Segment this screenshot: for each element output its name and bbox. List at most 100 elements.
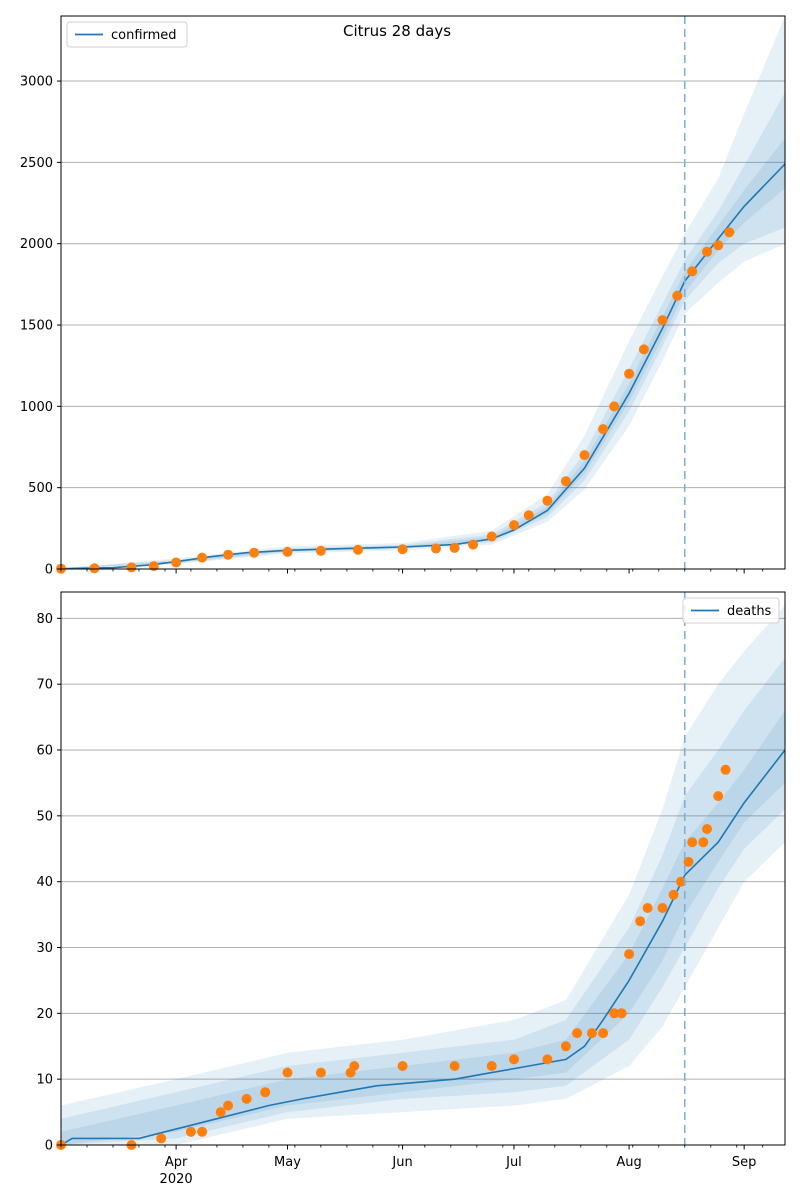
observed-point (197, 1126, 208, 1137)
observed-point (683, 856, 694, 867)
confirmed-panel: 0 500 1000 1500 2000 2500 3000 confirmed Citru… (20, 15, 786, 578)
observed-point (624, 949, 635, 960)
observed-point (353, 544, 363, 555)
deaths-observed-points (56, 764, 731, 1150)
confirmed-legend: confirmed (66, 21, 188, 48)
y-tick-label: 0 (45, 1139, 53, 1154)
observed-point (431, 543, 441, 554)
observed-point (638, 344, 649, 355)
observed-point (713, 791, 724, 802)
y-tick-label: 60 (36, 744, 53, 759)
observed-point (657, 315, 668, 326)
observed-point (156, 1133, 167, 1144)
observed-point (698, 837, 709, 848)
observed-point (598, 1028, 609, 1039)
observed-point (89, 563, 100, 574)
observed-point (349, 1061, 360, 1071)
x-tick-label: Jun (391, 1155, 412, 1170)
y-tick-label: 50 (36, 809, 53, 824)
y-tick-label: 500 (28, 481, 53, 496)
observed-point (315, 1067, 326, 1078)
observed-point (579, 450, 590, 461)
deaths-grid (61, 617, 785, 1146)
legend-label: confirmed (111, 28, 177, 43)
observed-point (215, 1107, 226, 1118)
y-tick-label: 80 (36, 612, 53, 627)
observed-point (315, 545, 326, 556)
observed-point (542, 495, 553, 506)
observed-point (171, 557, 182, 568)
observed-point (282, 1067, 293, 1078)
observed-point (687, 837, 698, 848)
y-tick-label: 1500 (20, 319, 53, 334)
uncertainty-band (61, 92, 785, 570)
observed-point (560, 476, 571, 487)
uncertainty-band (61, 657, 785, 1145)
y-tick-label: 70 (36, 678, 53, 693)
model-line (60, 749, 786, 1146)
observed-point (397, 1061, 408, 1071)
observed-point (724, 227, 735, 238)
observed-point (449, 542, 460, 553)
x-tick-sublabel: 2020 (160, 1172, 193, 1187)
observed-point (572, 1028, 583, 1039)
x-tick-label: Aug (616, 1155, 641, 1170)
observed-point (260, 1087, 271, 1098)
observed-point (185, 1126, 196, 1137)
observed-point (668, 889, 679, 900)
x-tick-label: May (274, 1155, 301, 1170)
y-tick-label: 30 (36, 941, 53, 956)
chart-title: Citrus 28 days (343, 22, 451, 40)
deaths-legend: deaths (682, 597, 780, 624)
deaths-y-axis: 0 10 20 30 40 50 60 70 80 (36, 612, 61, 1154)
observed-point (197, 552, 208, 563)
observed-point (523, 510, 534, 521)
confirmed-y-axis: 0 500 1000 1500 2000 2500 3000 (20, 75, 61, 578)
confirmed-x-axis (60, 569, 764, 574)
legend-box (682, 597, 780, 624)
observed-point (249, 547, 260, 558)
observed-point (486, 1061, 497, 1071)
observed-point (702, 246, 712, 257)
observed-point (560, 1041, 571, 1052)
uncertainty-band (61, 605, 785, 1145)
observed-point (720, 764, 731, 775)
observed-point (397, 544, 408, 555)
observed-point (702, 824, 712, 834)
observed-point (713, 240, 724, 251)
observed-point (687, 266, 698, 277)
observed-point (126, 562, 137, 573)
legend-label: deaths (727, 604, 772, 619)
y-tick-label: 2500 (20, 156, 53, 171)
y-tick-label: 10 (36, 1073, 53, 1088)
confirmed-axes-frame (60, 15, 786, 570)
deaths-axes-frame (60, 591, 786, 1146)
observed-point (657, 903, 668, 913)
deaths-x-axis: Apr 2020 May Jun Jul Aug Sep (60, 1145, 764, 1187)
y-tick-label: 2000 (20, 237, 53, 252)
observed-point (486, 531, 497, 542)
observed-point (223, 1100, 234, 1111)
observed-point (148, 561, 159, 572)
observed-point (624, 368, 635, 379)
observed-point (598, 424, 609, 435)
x-tick-label: Jul (505, 1155, 522, 1170)
observed-point (635, 916, 646, 927)
observed-point (672, 290, 683, 301)
deaths-model-line-group (60, 749, 786, 1146)
observed-point (642, 903, 653, 913)
observed-point (223, 549, 234, 560)
x-tick-label: Apr (165, 1155, 188, 1170)
observed-point (616, 1008, 627, 1019)
legend-box (66, 21, 188, 48)
observed-point (586, 1028, 597, 1039)
y-tick-label: 1000 (20, 400, 53, 415)
observed-point (676, 876, 686, 887)
observed-point (609, 401, 620, 412)
x-tick-label: Sep (732, 1155, 757, 1170)
y-tick-label: 20 (36, 1007, 53, 1022)
y-tick-label: 3000 (20, 75, 53, 90)
observed-point (468, 539, 479, 550)
